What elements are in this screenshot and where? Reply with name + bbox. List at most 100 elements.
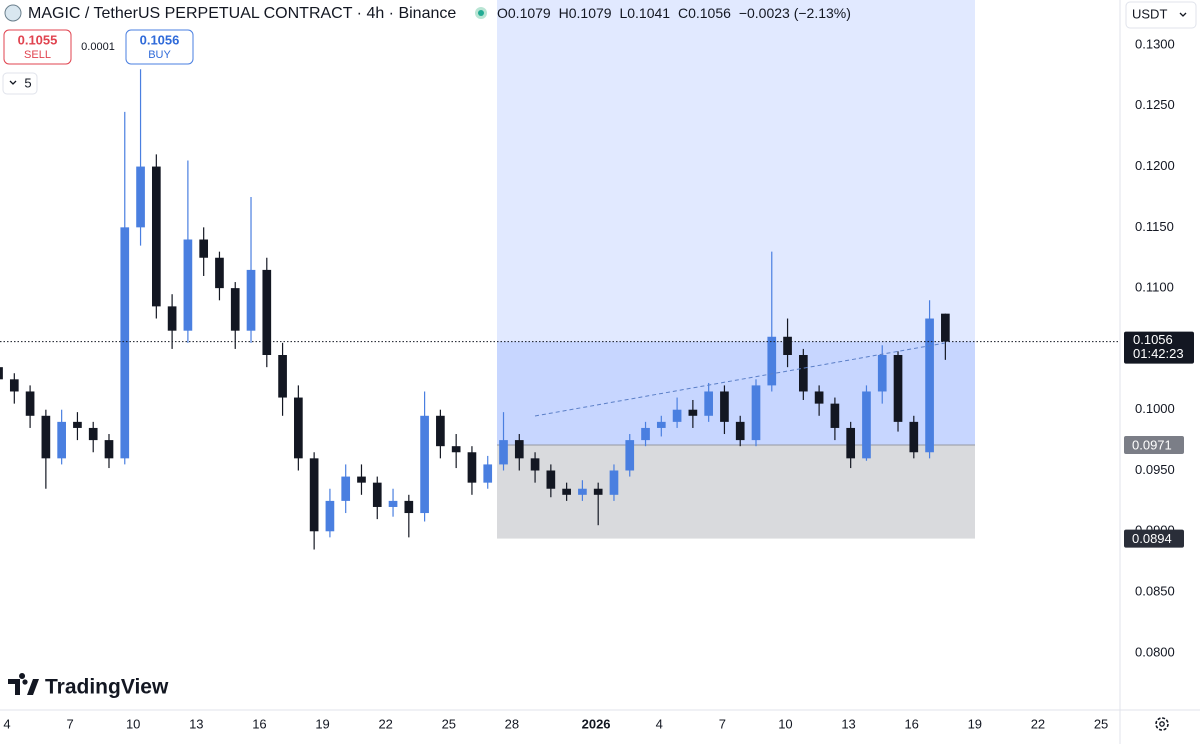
- candle-body: [767, 336, 777, 386]
- stop-label: 0.0894: [1132, 531, 1172, 546]
- y-tick-label: 0.0950: [1135, 462, 1175, 477]
- candle-body: [451, 446, 461, 453]
- ohlc-key: H: [559, 5, 569, 21]
- sell-price[interactable]: 0.1055: [18, 32, 58, 47]
- candle-body: [735, 421, 745, 441]
- candle-body: [593, 488, 603, 495]
- buy-box[interactable]: [125, 29, 194, 65]
- candle-body: [9, 379, 19, 392]
- last-price-label: 0.1056: [1133, 332, 1173, 347]
- x-tick-label: 13: [189, 716, 203, 731]
- ohlc-key: O: [497, 5, 508, 21]
- x-tick-label: 4: [3, 716, 10, 731]
- last-price-box: [1124, 331, 1194, 364]
- candle-body: [546, 470, 556, 489]
- stop-zone: [497, 444, 975, 539]
- ohlc-value: 0.1056: [688, 5, 731, 21]
- candle-body: [530, 458, 540, 471]
- brand-dot: [22, 679, 28, 685]
- candle-body: [688, 409, 698, 416]
- toggle-count[interactable]: 5: [24, 75, 31, 90]
- y-tick-label: 0.1150: [1135, 219, 1174, 234]
- buy-button[interactable]: 0.1056 BUY: [125, 29, 194, 65]
- candle-body: [246, 269, 256, 331]
- candle-body: [183, 239, 193, 331]
- candle-body: [372, 482, 382, 507]
- countdown: 01:42:23: [1133, 346, 1184, 361]
- brand-logo: [8, 673, 39, 695]
- x-tick-label: 16: [904, 716, 918, 731]
- candle-body: [57, 421, 66, 459]
- gear[interactable]: [1155, 717, 1169, 731]
- ohlc-value: 0.1041: [627, 5, 670, 21]
- overlay: [0, 341, 1120, 417]
- candle-body: [104, 440, 114, 459]
- ohlc-value: 0.1079: [569, 5, 612, 21]
- sell-button[interactable]: 0.1055 SELL: [3, 29, 72, 65]
- candle-body: [578, 488, 587, 495]
- ohlc-key: L: [619, 5, 627, 21]
- candle-body: [704, 391, 713, 416]
- indicator-toggle[interactable]: 5: [2, 72, 38, 95]
- candle-body: [199, 239, 209, 258]
- sell-box[interactable]: [3, 29, 72, 65]
- currency-chevron[interactable]: [1179, 12, 1187, 17]
- candle-body: [862, 391, 871, 459]
- candle-body: [278, 355, 287, 398]
- ohlc-legend: O0.1079 H0.1079 L0.1041 C0.1056 −0.0023 …: [497, 5, 851, 21]
- axes: 0.08000.08500.09000.09500.10000.10500.11…: [3, 36, 1194, 731]
- buy-label[interactable]: BUY: [148, 49, 171, 61]
- candle-body: [325, 500, 335, 532]
- candle-body: [41, 415, 51, 459]
- y-tick-label: 0.1200: [1135, 158, 1175, 173]
- candle-body: [941, 313, 950, 342]
- brand: TradingView: [8, 673, 169, 699]
- candle-body: [925, 318, 934, 453]
- sell-label[interactable]: SELL: [24, 49, 51, 61]
- y-tick-label: 0.1250: [1135, 97, 1175, 112]
- candle-body: [341, 476, 351, 501]
- y-tick-label: 0.1100: [1135, 280, 1174, 295]
- candle-body: [798, 355, 808, 392]
- x-tick-label: 19: [968, 716, 982, 731]
- spread: 0.0001: [81, 41, 115, 53]
- candle-body: [514, 440, 524, 459]
- x-tick-label: 28: [505, 716, 519, 731]
- settings[interactable]: [1155, 717, 1169, 731]
- candles: [0, 69, 950, 550]
- candle-body: [499, 440, 508, 465]
- candle-body: [136, 166, 145, 228]
- x-tick-label: 22: [1031, 716, 1045, 731]
- candle-body: [625, 440, 635, 471]
- candle-body: [751, 385, 761, 441]
- candle-body: [25, 391, 35, 416]
- currency-box[interactable]: [1125, 1, 1197, 29]
- gear-hub[interactable]: [1159, 721, 1165, 727]
- x-tick-label: 10: [778, 716, 792, 731]
- candle-body: [893, 355, 903, 422]
- y-tick-label: 0.0800: [1135, 644, 1175, 659]
- candle-body: [877, 355, 887, 392]
- buy-price[interactable]: 0.1056: [140, 32, 180, 47]
- x-tick-label: 19: [315, 716, 329, 731]
- candle-body: [562, 488, 571, 495]
- ohlc-key: C: [678, 5, 688, 21]
- candle-body: [294, 397, 303, 459]
- toggle-box[interactable]: [2, 72, 38, 95]
- toggle-chevron[interactable]: [9, 80, 17, 85]
- candle-body: [672, 409, 682, 422]
- candle-body: [404, 500, 414, 514]
- candle-body: [641, 427, 650, 441]
- currency[interactable]: USDT: [1132, 6, 1167, 21]
- candle-body: [656, 421, 666, 428]
- x-tick-label: 7: [66, 716, 73, 731]
- candle-body: [609, 470, 619, 495]
- entry-label: 0.0971: [1132, 437, 1172, 452]
- candle-body: [846, 427, 856, 459]
- currency-selector[interactable]: USDT: [1125, 1, 1197, 29]
- ohlc-change: −0.0023 (−2.13%): [739, 5, 851, 21]
- candle-body: [309, 458, 319, 532]
- candle-body: [783, 336, 792, 355]
- ohlc-value: 0.1079: [508, 5, 551, 21]
